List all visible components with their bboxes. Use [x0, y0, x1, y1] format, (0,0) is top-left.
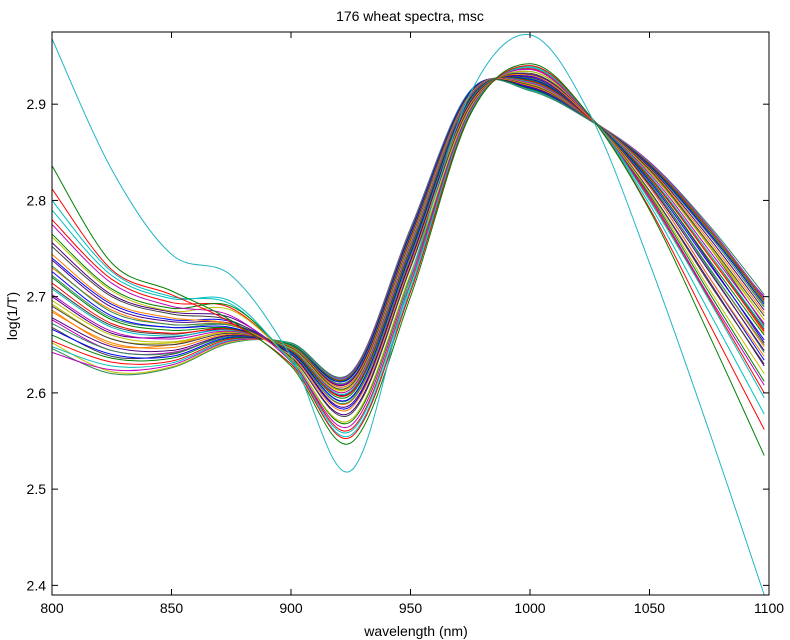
series-layer — [52, 34, 765, 595]
x-tick-label-800: 800 — [40, 600, 64, 616]
x-tick-label-1100: 1100 — [754, 600, 784, 616]
spectrum-line-18 — [52, 78, 765, 388]
spectrum-line-14 — [52, 77, 765, 395]
spectrum-line-10 — [52, 75, 765, 404]
spectrum-line-16 — [52, 77, 765, 392]
spectrum-line-1 — [52, 34, 765, 595]
spectrum-line-17 — [52, 77, 765, 390]
spectrum-line-13 — [52, 76, 765, 397]
spectrum-line-8 — [52, 73, 765, 412]
y-tick-label-2.6: 2.6 — [27, 385, 47, 401]
y-tick-label-2.4: 2.4 — [27, 577, 47, 593]
chart-title: 176 wheat spectra, msc — [336, 8, 484, 24]
y-tick-label-2.5: 2.5 — [27, 481, 47, 497]
x-axis-label: wavelength (nm) — [363, 623, 468, 639]
spectrum-line-20 — [52, 78, 765, 385]
spectrum-line-34 — [52, 66, 765, 438]
spectrum-line-21 — [52, 78, 765, 383]
spectrum-line-3 — [52, 65, 765, 440]
y-tick-label-2.9: 2.9 — [27, 96, 47, 112]
y-tick-label-2.8: 2.8 — [27, 192, 47, 208]
y-axis-label: log(1/T) — [4, 292, 20, 340]
spectrum-line-33 — [52, 68, 765, 432]
spectrum-line-7 — [52, 72, 765, 417]
spectrum-line-15 — [52, 77, 765, 394]
x-tick-label-900: 900 — [279, 600, 303, 616]
spectrum-line-9 — [52, 75, 765, 408]
axis-layer: 800 850 900 950 1000 1050 1100 2.4 2.5 2.6 2.7 2.8 2… — [27, 32, 784, 616]
x-tick-label-1000: 1000 — [514, 600, 545, 616]
x-tick-label-950: 950 — [399, 600, 423, 616]
y-tick-label-2.7: 2.7 — [27, 289, 47, 305]
spectrum-line-6 — [52, 70, 765, 423]
spectrum-line-12 — [52, 76, 765, 399]
x-tick-label-1050: 1050 — [634, 600, 665, 616]
x-tick-label-850: 850 — [160, 600, 184, 616]
spectrum-line-5 — [52, 68, 765, 429]
spectrum-line-11 — [52, 76, 765, 402]
spectrum-line-19 — [52, 78, 765, 387]
spectrum-line-2 — [52, 63, 765, 456]
